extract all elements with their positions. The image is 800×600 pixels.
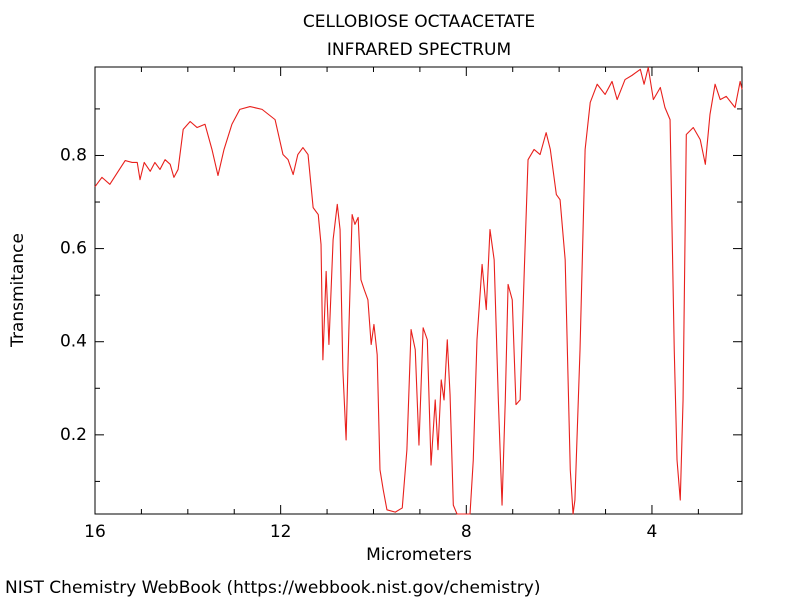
x-tick-label: 4	[647, 522, 658, 542]
y-tick-label: 0.8	[60, 145, 87, 165]
x-tick-label: 16	[84, 522, 106, 542]
plot-frame	[94, 66, 743, 515]
chart-subtitle: INFRARED SPECTRUM	[327, 40, 511, 60]
y-tick-label: 0.2	[60, 425, 87, 445]
y-tick-label: 0.4	[60, 332, 87, 352]
source-note: NIST Chemistry WebBook (https://webbook.…	[5, 578, 540, 598]
x-tick-label: 8	[461, 522, 472, 542]
spectrum-line	[94, 66, 743, 515]
y-axis-label: Transmitance	[8, 233, 28, 348]
x-axis-label: Micrometers	[366, 545, 472, 565]
x-tick-label: 12	[270, 522, 292, 542]
chart-title: CELLOBIOSE OCTAACETATE	[303, 12, 535, 32]
y-tick-label: 0.6	[60, 239, 87, 259]
